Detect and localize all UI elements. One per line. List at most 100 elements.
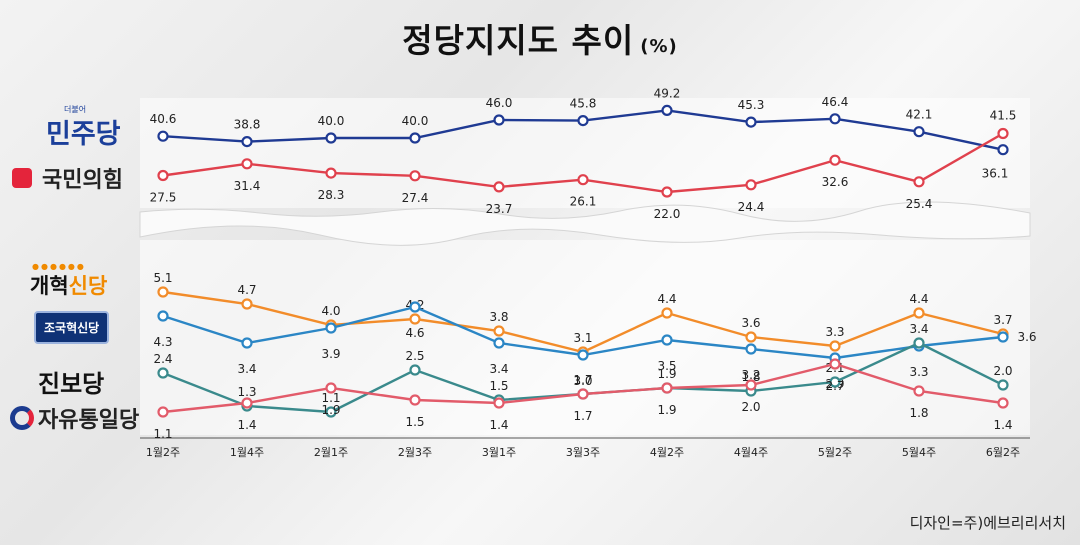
- data-label: 3.2: [741, 368, 760, 382]
- x-tick-label: 3월1주: [482, 446, 516, 459]
- data-label: 45.3: [738, 98, 765, 112]
- data-point: [157, 169, 169, 182]
- data-point: [829, 376, 841, 388]
- data-point: [325, 406, 337, 418]
- data-label: 1.4: [489, 418, 508, 432]
- reform-logo-dots-icon: ●●●●●●: [32, 262, 86, 271]
- data-label: 38.8: [234, 118, 261, 132]
- ppp-logo-icon: [12, 168, 32, 188]
- data-label: 1.7: [573, 409, 592, 423]
- legend-label-minju: 더불어 민주당: [46, 105, 121, 150]
- data-point: [577, 114, 589, 127]
- upper-panel-background: [140, 98, 1030, 208]
- data-label: 3.6: [741, 316, 760, 330]
- axis-break-strip: [139, 201, 1031, 246]
- x-tick-label: 1월4주: [230, 446, 264, 459]
- data-point: [241, 158, 253, 170]
- data-point: [913, 385, 925, 397]
- data-label: 1.5: [405, 415, 424, 429]
- data-label: 42.1: [906, 108, 933, 122]
- data-label: 1.5: [489, 379, 508, 393]
- data-label: 4.7: [237, 283, 256, 297]
- data-point: [997, 331, 1009, 343]
- data-point: [409, 313, 421, 325]
- data-label: 1.1: [153, 427, 172, 441]
- legend-label-cho: 조국혁신당: [34, 311, 110, 344]
- data-point: [745, 343, 757, 355]
- data-label: 2.0: [993, 364, 1012, 378]
- chart-title: 정당지지도 추이 (%): [402, 21, 678, 60]
- data-point: [913, 307, 925, 319]
- data-label: 1.8: [741, 370, 760, 384]
- data-point: [409, 170, 421, 182]
- data-point: [157, 310, 169, 322]
- data-point: [325, 382, 337, 394]
- data-label: 22.0: [654, 207, 681, 221]
- data-point: [661, 382, 673, 394]
- data-point: [409, 301, 421, 313]
- data-label: 1.3: [237, 385, 256, 399]
- data-point: [325, 322, 337, 334]
- data-label: 46.0: [486, 96, 513, 110]
- data-label: 46.4: [822, 95, 849, 109]
- data-label: 3.9: [321, 347, 340, 361]
- data-point: [577, 174, 589, 186]
- data-point: [493, 325, 505, 337]
- legend-label-jinbo: 진보당: [38, 370, 105, 398]
- data-label: 4.0: [321, 304, 340, 318]
- data-point: [913, 126, 925, 138]
- data-label: 4.6: [405, 326, 424, 340]
- legend-label-reform: ●●●●●● 개혁신당: [30, 262, 108, 298]
- data-point: [409, 394, 421, 406]
- data-label: 1.9: [321, 403, 340, 417]
- x-tick-label: 4월4주: [734, 446, 768, 459]
- data-label: 40.0: [402, 114, 429, 128]
- lower-panel-background: [140, 240, 1030, 435]
- data-point: [661, 104, 673, 117]
- data-point: [157, 367, 169, 379]
- data-label: 32.6: [822, 175, 849, 189]
- data-label: 27.5: [150, 191, 177, 205]
- design-credit: 디자인=주)에브리리서치: [909, 514, 1066, 532]
- data-label: 3.7: [993, 313, 1012, 327]
- data-point: [997, 127, 1009, 140]
- data-point: [493, 114, 505, 126]
- x-tick-label: 1월2주: [146, 446, 180, 459]
- data-label: 1.4: [237, 418, 256, 432]
- data-point: [829, 113, 841, 125]
- data-point: [241, 136, 253, 148]
- minju-logo-mark: 더불어: [64, 105, 87, 114]
- data-label: 2.5: [405, 349, 424, 363]
- data-point: [913, 337, 925, 349]
- data-label: 3.8: [489, 310, 508, 324]
- data-point: [745, 179, 757, 191]
- data-point: [493, 337, 505, 349]
- data-label: 5.1: [153, 271, 172, 285]
- data-point: [325, 132, 337, 144]
- data-label: 1.7: [573, 373, 592, 387]
- x-tick-label: 3월3주: [566, 446, 600, 459]
- data-label: 3.1: [573, 331, 592, 345]
- data-point: [913, 176, 925, 188]
- data-point: [157, 286, 169, 298]
- data-point: [241, 337, 253, 349]
- data-point: [157, 130, 169, 142]
- data-label: 36.1: [982, 167, 1009, 181]
- legend-label-liberty: 자유통일당: [10, 402, 139, 434]
- data-label: 3.3: [825, 325, 844, 339]
- liberty-logo-icon: [10, 406, 34, 430]
- data-label: 25.4: [906, 197, 933, 211]
- data-point: [661, 186, 673, 198]
- data-label: 3.0: [573, 374, 592, 388]
- data-point: [997, 397, 1009, 409]
- data-point: [493, 397, 505, 409]
- data-label: 3.6: [1017, 330, 1036, 344]
- x-tick-label: 2월1주: [314, 446, 348, 459]
- data-point: [997, 379, 1009, 391]
- data-label: 1.8: [909, 406, 928, 420]
- data-label: 3.4: [489, 362, 508, 376]
- data-label: 1.1: [321, 391, 340, 405]
- data-label: 3.4: [237, 362, 256, 376]
- data-label: 26.1: [570, 195, 597, 209]
